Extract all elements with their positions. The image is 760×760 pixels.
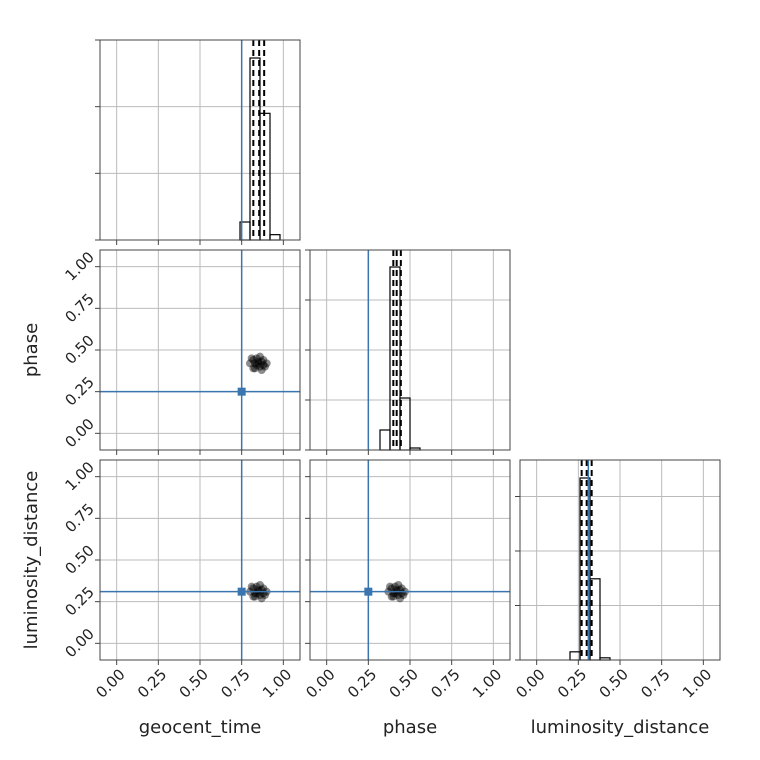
- sample-point: [399, 591, 408, 599]
- truth-marker: [237, 387, 246, 396]
- sample-point: [387, 584, 396, 593]
- x-axis-label: phase: [383, 717, 437, 738]
- sample-point: [387, 592, 396, 601]
- sample-point: [394, 581, 403, 589]
- sample-point: [394, 591, 403, 599]
- sample-point: [252, 582, 261, 591]
- y-tick-label: 0.50: [61, 541, 97, 577]
- x-tick-label: 1.00: [259, 665, 295, 701]
- sample-point: [257, 594, 266, 603]
- panel-frame: [309, 459, 511, 661]
- sample-point: [259, 584, 268, 593]
- y-tick-label: 1.00: [61, 458, 97, 494]
- sample-point: [259, 589, 268, 598]
- x-tick-label: 0.00: [512, 665, 548, 701]
- y-tick-label: 0.50: [61, 331, 97, 367]
- sample-point: [389, 592, 398, 601]
- sample-point: [256, 352, 264, 361]
- sample-point: [391, 582, 399, 591]
- x-tick-label: 1.00: [469, 665, 505, 701]
- y-tick-label: 0.75: [61, 500, 97, 536]
- sample-point: [256, 362, 264, 371]
- sample-point: [252, 361, 261, 369]
- y-axis-label: phase: [21, 323, 42, 377]
- panel-frame: [99, 459, 301, 661]
- sample-point: [251, 592, 259, 601]
- x-tick-label: 1.00: [679, 665, 715, 701]
- x-axis-label: luminosity_distance: [531, 717, 710, 738]
- panel-frame: [99, 249, 301, 451]
- x-tick-label: 0.50: [386, 665, 422, 701]
- y-tick-label: 0.25: [61, 583, 97, 619]
- sample-point: [259, 361, 268, 369]
- histogram-bar: [389, 266, 401, 451]
- sample-point: [256, 581, 264, 589]
- histogram-bar: [269, 234, 281, 241]
- x-tick-label: 0.50: [176, 665, 212, 701]
- sample-point: [254, 357, 263, 366]
- sample-point: [247, 354, 256, 363]
- sample-point: [254, 359, 263, 368]
- sample-point: [262, 359, 271, 368]
- x-tick-label: 0.00: [92, 665, 128, 701]
- sample-point: [257, 366, 266, 374]
- sample-point: [261, 362, 269, 371]
- sample-point: [256, 591, 264, 599]
- sample-point: [246, 359, 254, 368]
- y-tick-label: 0.75: [61, 290, 97, 326]
- panel-frame: [99, 39, 301, 241]
- sample-point: [386, 582, 394, 591]
- x-axis-label: geocent_time: [139, 717, 262, 738]
- y-axis-label: luminosity_distance: [21, 471, 42, 650]
- x-tick-label: 0.25: [134, 665, 170, 701]
- x-tick-label: 0.75: [217, 665, 253, 701]
- sample-point: [249, 356, 258, 364]
- panel-frame: [519, 459, 721, 661]
- sample-point: [259, 356, 268, 364]
- y-tick-label: 0.00: [61, 415, 97, 451]
- histogram-bar: [379, 429, 391, 451]
- sample-point: [249, 364, 258, 373]
- x-tick-label: 0.25: [344, 665, 380, 701]
- sample-point: [249, 584, 258, 593]
- sample-point: [261, 591, 269, 599]
- x-tick-label: 0.25: [554, 665, 590, 701]
- sample-point: [252, 354, 261, 363]
- panel-frame: [309, 249, 511, 451]
- y-tick-label: 0.00: [61, 625, 97, 661]
- truth-marker: [237, 587, 246, 596]
- sample-point: [257, 357, 266, 366]
- sample-point: [251, 359, 259, 368]
- sample-point: [397, 589, 406, 598]
- sample-point: [396, 594, 404, 603]
- sample-point: [247, 582, 256, 591]
- x-tick-label: 0.00: [302, 665, 338, 701]
- sample-point: [251, 364, 259, 373]
- y-tick-label: 0.25: [61, 373, 97, 409]
- truth-marker: [364, 587, 373, 596]
- x-tick-label: 0.50: [596, 665, 632, 701]
- sample-point: [249, 592, 258, 601]
- x-tick-label: 0.75: [427, 665, 463, 701]
- x-tick-label: 0.75: [637, 665, 673, 701]
- y-tick-label: 1.00: [61, 248, 97, 284]
- sample-point: [397, 584, 406, 593]
